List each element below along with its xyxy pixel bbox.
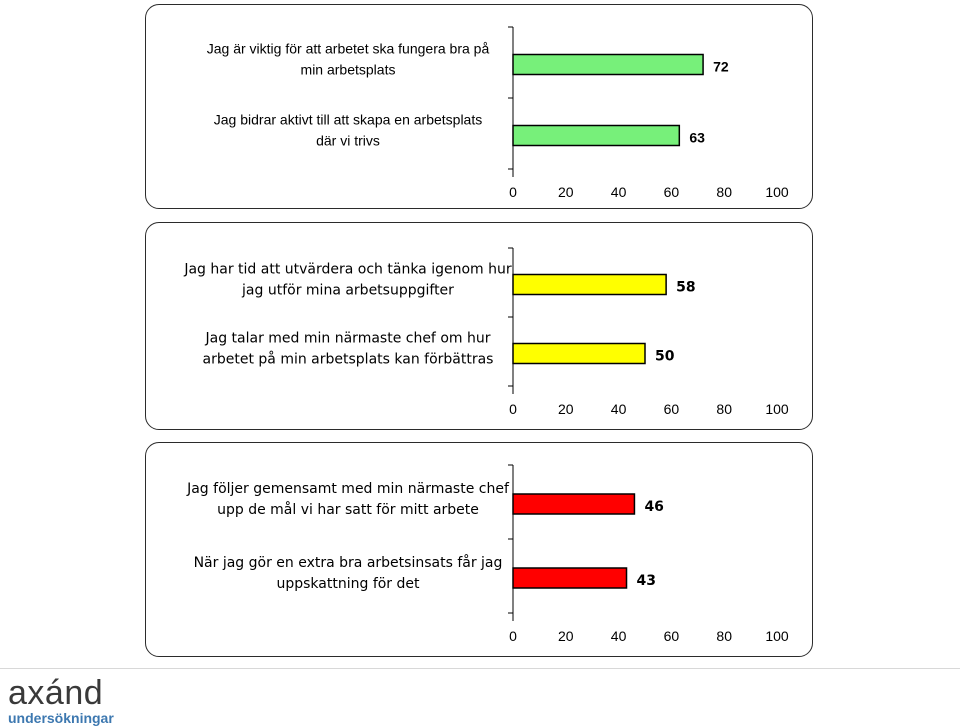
bar-chart-3: 46 Jag följer gemensamt med min närmaste … [186,464,789,644]
x-tick-label: 80 [716,184,732,200]
x-tick-label: 100 [765,401,789,417]
x-tick-label: 0 [509,628,517,644]
bar-3-2 [512,567,628,589]
value-label: 63 [689,130,705,146]
category-label: upp de mål vi har satt för mitt arbete [217,501,479,518]
bar-2-2 [512,342,646,365]
category-label: arbetet på min arbetsplats kan förbättra… [203,351,494,368]
bar-3-1 [512,493,636,515]
value-label: 72 [713,59,729,75]
x-tick-label: 60 [664,184,680,200]
x-tick-label: 20 [558,184,574,200]
bar-chart-2: 58 Jag har tid att utvärdera och tänka ig… [183,247,789,417]
logo-wordmark: axánd [8,674,104,712]
category-label: Jag har tid att utvärdera och tänka igen… [183,262,512,278]
x-tick-label: 20 [558,628,574,644]
chart-panel-3: 46 Jag följer gemensamt med min närmaste … [145,442,813,657]
bar-1-1 [512,53,704,76]
chart-panel-2: 58 Jag har tid att utvärdera och tänka ig… [145,222,813,430]
x-tick-label: 40 [611,628,627,644]
bar-1-2 [512,124,681,147]
category-label: uppskattning för det [276,576,420,592]
x-tick-label: 40 [611,401,627,417]
x-tick-label: 0 [509,401,517,417]
category-label: jag utför mina arbetsuppgifter [241,283,454,299]
value-label: 46 [644,499,663,515]
value-label: 43 [637,573,656,589]
company-logo: axánd undersökningar [8,676,114,725]
logo-tagline: undersökningar [8,710,114,726]
x-tick-label: 80 [716,628,732,644]
x-tick-label: 0 [509,184,517,200]
x-tick-label: 100 [765,184,789,200]
x-tick-label: 60 [664,401,680,417]
category-label: min arbetsplats [301,62,396,78]
x-tick-label: 80 [716,401,732,417]
footer-divider [0,668,960,669]
x-tick-label: 20 [558,401,574,417]
category-label: Jag talar med min närmaste chef om hur [205,331,491,347]
x-tick-label: 100 [765,628,789,644]
category-label: När jag gör en extra bra arbetsinsats få… [194,554,503,571]
x-tick-label: 60 [664,628,680,644]
category-label: Jag följer gemensamt med min närmaste ch… [186,481,510,497]
x-tick-label: 40 [611,184,627,200]
value-label: 58 [676,280,695,296]
category-label: där vi trivs [316,133,380,149]
bar-chart-1: 72 Jag är viktig för att arbetet ska fung… [207,26,789,200]
category-label: Jag är viktig för att arbetet ska funger… [207,41,490,57]
value-label: 50 [655,349,675,365]
category-label: Jag bidrar aktivt till att skapa en arbe… [214,112,482,128]
bar-2-1 [512,273,667,296]
chart-panel-1: 72 Jag är viktig för att arbetet ska fung… [145,4,813,209]
